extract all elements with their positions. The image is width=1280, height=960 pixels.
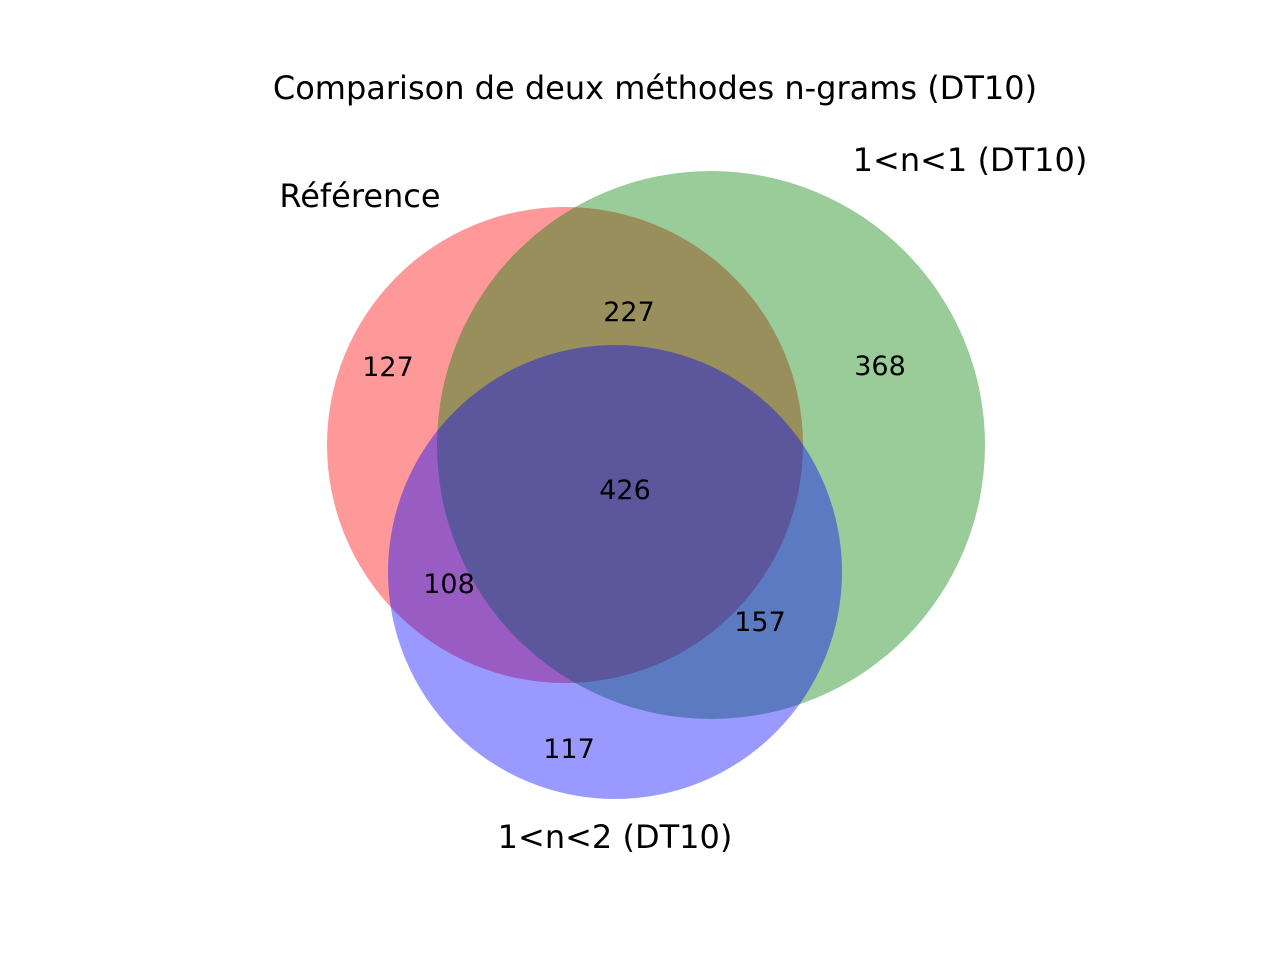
count-reference-only: 127	[362, 352, 414, 383]
count-1-n-1-and-1-n-2: 157	[734, 607, 786, 638]
count-reference-and-1-n-1: 227	[603, 297, 655, 328]
count-all-three: 426	[599, 475, 651, 506]
count-1-n-1-only: 368	[854, 351, 906, 382]
circle-1-n-1	[437, 171, 985, 719]
chart-title: Comparison de deux méthodes n-grams (DT1…	[273, 69, 1037, 107]
set-label-1-n-2: 1<n<2 (DT10)	[498, 818, 733, 856]
circle-1-n-2	[388, 345, 842, 799]
circle-reference	[327, 207, 803, 683]
set-label-reference: Référence	[279, 177, 440, 215]
set-label-1-n-1: 1<n<1 (DT10)	[853, 141, 1088, 179]
count-1-n-2-only: 117	[543, 734, 595, 765]
count-reference-and-1-n-2: 108	[423, 569, 475, 600]
venn-circles	[327, 171, 985, 799]
